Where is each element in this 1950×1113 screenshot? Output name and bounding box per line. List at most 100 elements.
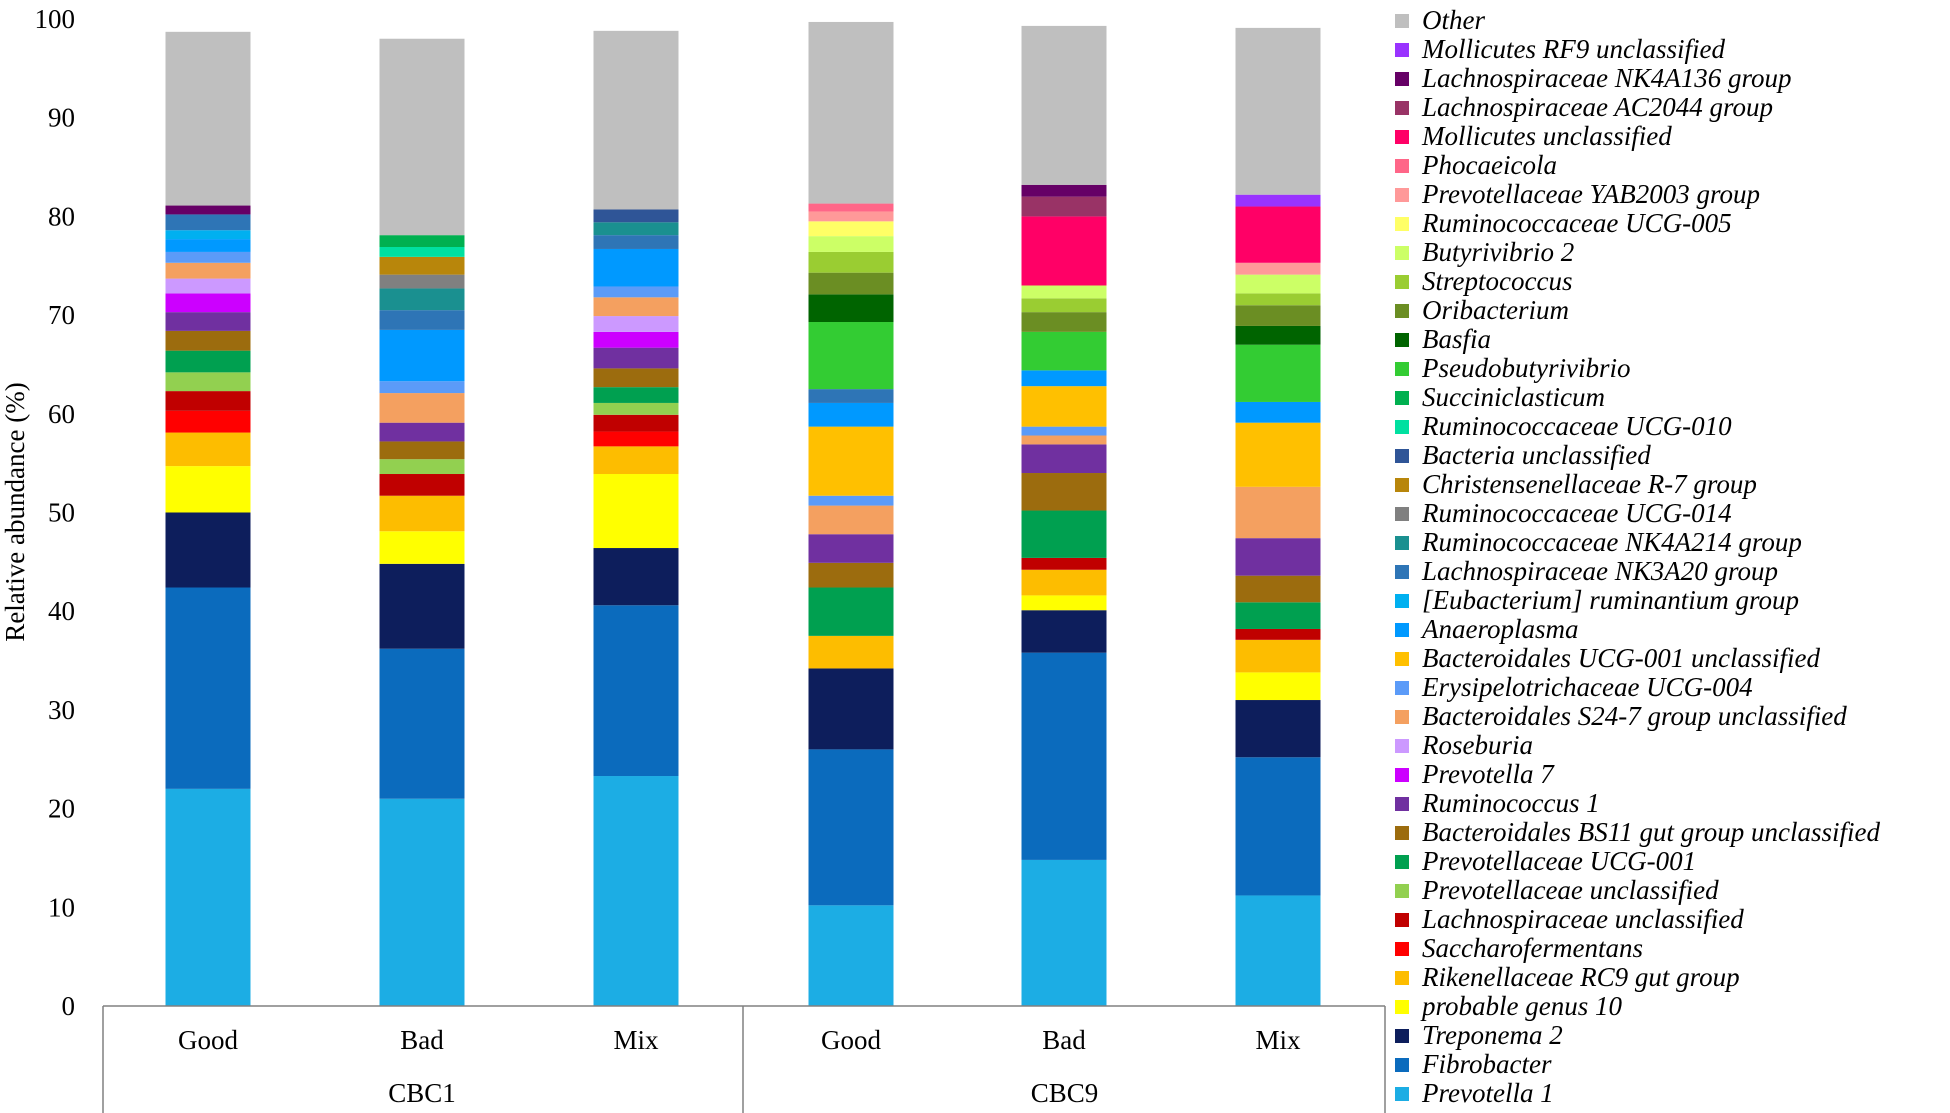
bar-segment — [1235, 575, 1321, 603]
bar-segment — [808, 294, 894, 323]
legend-swatch — [1395, 100, 1409, 115]
legend-label: Lachnospiraceae NK4A136 group — [1422, 63, 1792, 93]
bar-segment — [1235, 293, 1321, 306]
bar-segment — [593, 297, 679, 317]
legend-label: Bacteroidales S24-7 group unclassified — [1422, 701, 1847, 731]
bar-stack — [1021, 25, 1107, 1006]
bar-segment — [1021, 370, 1107, 387]
y-tick-label: 90 — [48, 103, 75, 133]
bar-segment — [379, 235, 465, 247]
bar-segment — [593, 30, 679, 210]
legend-swatch — [1395, 42, 1409, 57]
legend-label: Pseudobutyrivibrio — [1422, 353, 1631, 383]
legend-item: Roseburia — [1395, 731, 1950, 760]
bar-segment — [593, 248, 679, 287]
legend-label: Fibrobacter — [1422, 1049, 1552, 1079]
legend-swatch — [1395, 477, 1409, 492]
bar-segment — [165, 466, 251, 513]
bar-segment — [593, 776, 679, 1006]
legend-swatch — [1395, 622, 1409, 637]
legend-label: Roseburia — [1422, 730, 1533, 760]
bars — [165, 21, 1321, 1006]
legend-label: Prevotella 7 — [1422, 759, 1554, 789]
bar-segment — [1021, 595, 1107, 611]
legend-item: Lachnospiraceae NK4A136 group — [1395, 64, 1950, 93]
bar-segment — [593, 414, 679, 432]
bar-segment — [593, 316, 679, 332]
y-tick-label: 20 — [48, 794, 75, 824]
legend-item: Bacteria unclassified — [1395, 441, 1950, 470]
legend-item: Other — [1395, 6, 1950, 35]
legend-swatch — [1395, 999, 1409, 1014]
bar-segment — [808, 905, 894, 1006]
legend-swatch — [1395, 970, 1409, 985]
legend-item: Bacteroidales BS11 gut group unclassifie… — [1395, 818, 1950, 847]
bar-segment — [165, 262, 251, 279]
bar-segment — [593, 474, 679, 549]
bar-segment — [1235, 895, 1321, 1006]
bar-segment — [1021, 610, 1107, 653]
bar-segment — [379, 381, 465, 394]
legend-item: Prevotellaceae UCG-001 — [1395, 847, 1950, 876]
legend-swatch — [1395, 361, 1409, 376]
bar-segment — [165, 432, 251, 467]
bar-segment — [379, 274, 465, 289]
legend-item: Christensenellaceae R-7 group — [1395, 470, 1950, 499]
legend-item: Mollicutes RF9 unclassified — [1395, 35, 1950, 64]
legend-item: Anaeroplasma — [1395, 615, 1950, 644]
bar-segment — [165, 330, 251, 351]
x-axis-labels: Good Bad Mix Good Bad Mix CBC1 CBC9 — [178, 1025, 1301, 1108]
legend-label: Prevotellaceae YAB2003 group — [1422, 179, 1761, 209]
bar-segment — [808, 534, 894, 563]
legend: Other Mollicutes RF9 unclassified Lachnosp… — [1395, 6, 1950, 1108]
bar-segment — [1235, 262, 1321, 275]
bar-segment — [1235, 344, 1321, 402]
bar-segment — [379, 329, 465, 382]
bar-segment — [379, 563, 465, 649]
x-axis-frame — [102, 1005, 1386, 1113]
y-tick-label: 70 — [48, 300, 75, 330]
bar-segment — [1235, 486, 1321, 539]
bar-segment — [1021, 444, 1107, 474]
bar-segment — [165, 205, 251, 215]
bar-segment — [593, 605, 679, 777]
bar-segment — [593, 387, 679, 403]
legend-swatch — [1395, 71, 1409, 86]
bar-segment — [1021, 25, 1107, 185]
bar-segment — [379, 393, 465, 423]
bar-segment — [1235, 538, 1321, 576]
legend-item: Streptococcus — [1395, 267, 1950, 296]
y-tick-label: 30 — [48, 695, 75, 725]
bar-segment — [1021, 386, 1107, 427]
bar-segment — [1235, 194, 1321, 207]
legend-item: Butyrivibrio 2 — [1395, 238, 1950, 267]
legend-swatch — [1395, 1028, 1409, 1043]
bar-segment — [165, 230, 251, 240]
bar-segment — [379, 246, 465, 257]
legend-item: Oribacterium — [1395, 296, 1950, 325]
legend-label: Oribacterium — [1422, 295, 1569, 325]
legend-label: Butyrivibrio 2 — [1422, 237, 1575, 267]
bar-segment — [1021, 331, 1107, 371]
legend-label: Succiniclasticum — [1422, 382, 1605, 412]
legend-swatch — [1395, 390, 1409, 405]
legend-label: Ruminococcaceae UCG-005 — [1422, 208, 1732, 238]
legend-label: Bacteria unclassified — [1422, 440, 1651, 470]
legend-swatch — [1395, 796, 1409, 811]
legend-label: Lachnospiraceae AC2044 group — [1422, 92, 1773, 122]
legend-label: Anaeroplasma — [1422, 614, 1579, 644]
legend-item: probable genus 10 — [1395, 992, 1950, 1021]
legend-swatch — [1395, 564, 1409, 579]
legend-item: Basfia — [1395, 325, 1950, 354]
legend-item: Ruminococcaceae UCG-005 — [1395, 209, 1950, 238]
bar-segment — [165, 31, 251, 206]
legend-item: Rikenellaceae RC9 gut group — [1395, 963, 1950, 992]
legend-item: Prevotellaceae unclassified — [1395, 876, 1950, 905]
x-tick-label: Good — [821, 1025, 881, 1055]
y-tick-label: 10 — [48, 892, 75, 922]
bar-segment — [1021, 216, 1107, 286]
legend-swatch — [1395, 448, 1409, 463]
legend-item: Pseudobutyrivibrio — [1395, 354, 1950, 383]
bar-segment — [808, 562, 894, 588]
bar-segment — [593, 222, 679, 236]
